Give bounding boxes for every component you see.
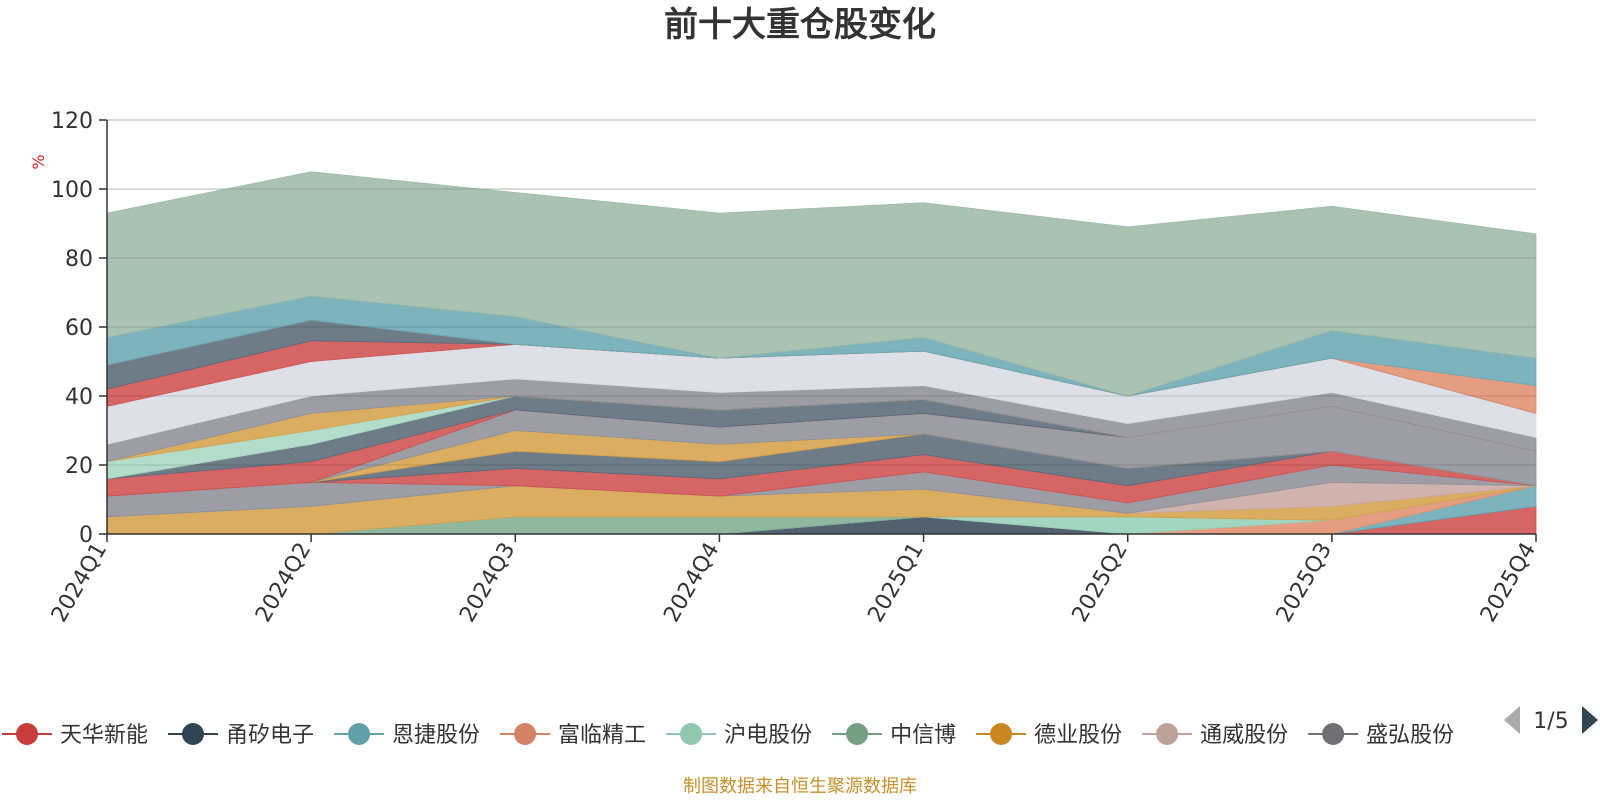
- legend-marker-icon-2: [348, 723, 371, 745]
- y-axis-unit-label: %: [29, 154, 48, 169]
- legend-marker-icon-1: [182, 723, 205, 745]
- y-tick-label-2: 40: [65, 385, 93, 410]
- data-source-footer: 制图数据来自恒生聚源数据库: [683, 776, 917, 797]
- x-tick-label-0: 2024Q1: [47, 539, 112, 627]
- y-tick-label-4: 80: [65, 247, 93, 272]
- legend-label-3: 富临精工: [558, 723, 646, 748]
- legend-marker-icon-4: [680, 723, 703, 745]
- legend-label-2: 恩捷股份: [392, 723, 480, 748]
- legend-marker-icon-7: [1156, 723, 1179, 745]
- legend-marker-icon-5: [846, 723, 869, 745]
- area-series-group: [106, 119, 1537, 535]
- legend-page-indicator: 1/5: [1533, 709, 1568, 734]
- legend-item-5[interactable]: 中信博: [832, 723, 956, 748]
- x-tick-label-4: 2025Q1: [863, 539, 928, 627]
- legend-label-4: 沪电股份: [724, 723, 812, 748]
- legend-item-2[interactable]: 恩捷股份: [334, 723, 480, 748]
- legend-item-1[interactable]: 甬矽电子: [168, 723, 314, 748]
- x-tick-label-5: 2025Q2: [1068, 539, 1133, 627]
- legend-item-3[interactable]: 富临精工: [500, 723, 646, 748]
- legend-label-1: 甬矽电子: [226, 723, 314, 748]
- legend-item-0[interactable]: 天华新能: [2, 723, 148, 748]
- x-tick-label-3: 2024Q4: [659, 539, 724, 627]
- legend-item-4[interactable]: 沪电股份: [666, 723, 812, 748]
- legend-label-6: 德业股份: [1034, 723, 1122, 748]
- y-tick-label-5: 100: [51, 178, 93, 203]
- legend-label-0: 天华新能: [60, 723, 148, 748]
- area-series-23: [106, 171, 1537, 397]
- chart-title: 前十大重仓股变化: [664, 5, 936, 45]
- y-tick-label-1: 20: [65, 454, 93, 479]
- legend-marker-icon-3: [514, 723, 537, 745]
- legend-label-8: 盛弘股份: [1366, 723, 1454, 748]
- legend-item-6[interactable]: 德业股份: [976, 723, 1122, 748]
- y-tick-label-0: 0: [79, 523, 93, 548]
- legend-marker-icon-8: [1322, 723, 1345, 745]
- legend-item-7[interactable]: 通威股份: [1142, 723, 1288, 748]
- legend-marker-icon-0: [16, 723, 38, 745]
- legend-label-7: 通威股份: [1200, 723, 1288, 748]
- legend-next-page-icon[interactable]: [1582, 706, 1598, 734]
- legend-marker-icon-6: [990, 723, 1013, 745]
- x-tick-label-7: 2025Q4: [1476, 539, 1541, 627]
- x-tick-label-2: 2024Q3: [455, 539, 520, 627]
- legend: 天华新能 甬矽电子 恩捷股份 富临精工 沪电股份 中信博 德业股份 通威股份 盛弘股份: [2, 723, 1454, 748]
- y-tick-label-3: 60: [65, 316, 93, 341]
- x-tick-label-6: 2025Q3: [1272, 539, 1337, 627]
- legend-label-5: 中信博: [890, 723, 956, 748]
- x-tick-label-1: 2024Q2: [251, 539, 316, 627]
- y-tick-label-6: 120: [51, 109, 93, 134]
- legend-prev-page-icon[interactable]: [1504, 706, 1520, 734]
- legend-item-8[interactable]: 盛弘股份: [1308, 723, 1454, 748]
- legend-pager: 1/5: [1504, 706, 1598, 734]
